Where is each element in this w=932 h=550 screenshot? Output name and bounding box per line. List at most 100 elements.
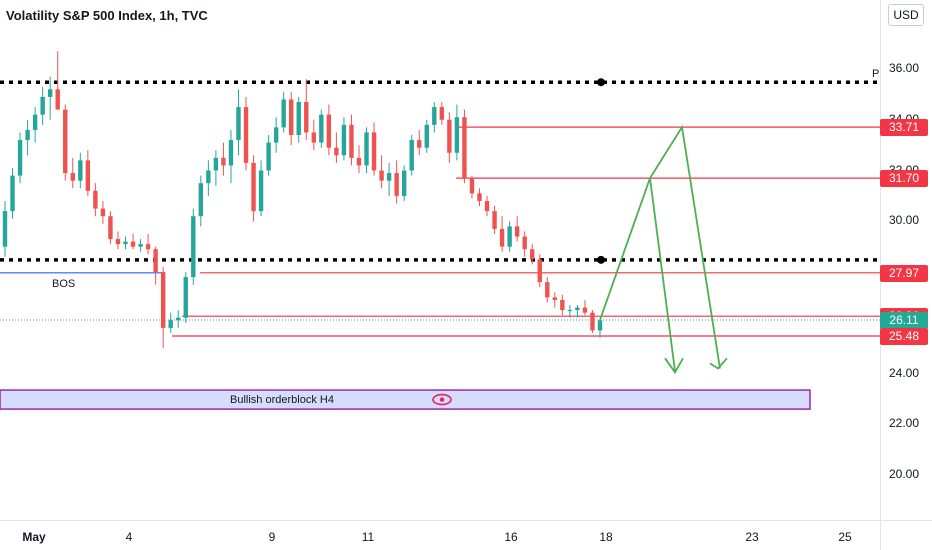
- candle-body: [507, 226, 512, 247]
- chart-title: Volatility S&P 500 Index, 1h, TVC: [6, 8, 208, 23]
- candle-body: [108, 216, 113, 240]
- candle-body: [469, 178, 475, 194]
- candle-body: [160, 272, 166, 328]
- candle-body: [243, 107, 249, 163]
- candle-body: [78, 160, 83, 181]
- candle-body: [575, 307, 580, 311]
- candle-body: [462, 117, 467, 179]
- candle-body: [93, 190, 98, 209]
- candle-body: [522, 236, 527, 250]
- candle-body: [176, 317, 181, 321]
- candle-body: [492, 211, 497, 229]
- projection-arrowhead: [709, 357, 728, 370]
- price-tick: 24.00: [889, 365, 920, 380]
- candle-body: [25, 129, 30, 141]
- bos-label: BOS: [52, 278, 76, 290]
- candle-body: [356, 157, 362, 166]
- candle-body: [2, 211, 8, 247]
- candle-body: [17, 140, 23, 176]
- candle-body: [191, 216, 196, 278]
- candle-body: [258, 170, 264, 212]
- orderblock-zone: [0, 389, 811, 410]
- candle-body: [47, 89, 53, 97]
- candle-body: [371, 132, 377, 171]
- candle-body: [424, 124, 429, 148]
- time-tick: 11: [361, 530, 375, 544]
- price-label: 33.71: [880, 119, 928, 137]
- candle-body: [394, 173, 399, 196]
- candle-body: [447, 119, 452, 153]
- candle-body: [582, 307, 588, 313]
- candle-body: [567, 310, 573, 312]
- candle-body: [153, 249, 158, 273]
- currency-button[interactable]: USD: [888, 4, 924, 26]
- candle-body: [273, 127, 279, 143]
- price-tick: 22.00: [889, 416, 920, 431]
- candle-body: [100, 208, 106, 217]
- candle-body: [401, 170, 407, 196]
- candle-body: [439, 107, 445, 120]
- candle-body: [183, 277, 188, 318]
- candle-body: [138, 244, 143, 247]
- candle-body: [236, 107, 241, 141]
- candle-body: [289, 99, 294, 135]
- projection-branch: [649, 178, 676, 372]
- eye-icon-pupil: [439, 397, 445, 402]
- dotted-level-anchor: [597, 255, 605, 264]
- price-tick: 30.00: [889, 213, 920, 228]
- candle-body: [266, 142, 271, 171]
- candle-body: [432, 107, 437, 125]
- candle-body: [319, 114, 324, 143]
- candle-body: [545, 282, 550, 298]
- price-tick: 36.00: [889, 61, 920, 75]
- candle-body: [499, 228, 505, 247]
- candle-body: [85, 160, 91, 191]
- price-tick: 20.00: [889, 467, 920, 482]
- candle-body: [364, 132, 369, 166]
- time-tick: May: [22, 530, 46, 544]
- candle-body: [590, 312, 595, 331]
- projection-path: [599, 124, 721, 369]
- candle-body: [206, 170, 211, 184]
- candle-body: [552, 297, 558, 300]
- candle-body: [484, 200, 490, 212]
- orderblock-label: Bullish orderblock H4: [230, 394, 334, 406]
- time-tick: 18: [599, 530, 613, 544]
- candle-body: [530, 249, 535, 260]
- candle-body: [597, 320, 603, 331]
- candle-body: [296, 101, 301, 135]
- candle-body: [537, 259, 542, 283]
- candle-body: [123, 241, 128, 245]
- candle-body: [145, 244, 151, 250]
- candle-body: [386, 173, 392, 181]
- candle-body: [311, 132, 316, 143]
- candle-body: [228, 140, 234, 166]
- price-label: 31.70: [880, 170, 928, 188]
- time-tick: 4: [125, 530, 133, 544]
- candle-body: [115, 239, 121, 245]
- candle-body: [379, 170, 384, 181]
- candle-body: [349, 124, 354, 158]
- candle-body: [213, 157, 219, 171]
- dotted-level-anchor: [597, 78, 605, 87]
- candle-body: [417, 140, 422, 148]
- time-tick: 9: [268, 530, 276, 544]
- candle-body: [334, 147, 339, 156]
- price-label: 27.97: [880, 264, 928, 282]
- chart-plot[interactable]: [0, 0, 880, 520]
- candle-body: [63, 109, 68, 174]
- candle-body: [409, 140, 414, 171]
- candle-body: [560, 299, 565, 311]
- candle-body: [221, 157, 226, 166]
- candle-body: [55, 89, 60, 110]
- price-label: 25.48: [880, 327, 928, 345]
- candle-body: [32, 114, 38, 130]
- candle-body: [477, 193, 482, 201]
- candle-body: [70, 173, 75, 181]
- time-tick: 25: [838, 530, 852, 544]
- time-tick: 16: [504, 530, 518, 544]
- candle-body: [198, 183, 204, 217]
- last-price-label: 26.11: [880, 312, 928, 329]
- candle-body: [326, 114, 332, 148]
- time-tick: 23: [745, 530, 759, 544]
